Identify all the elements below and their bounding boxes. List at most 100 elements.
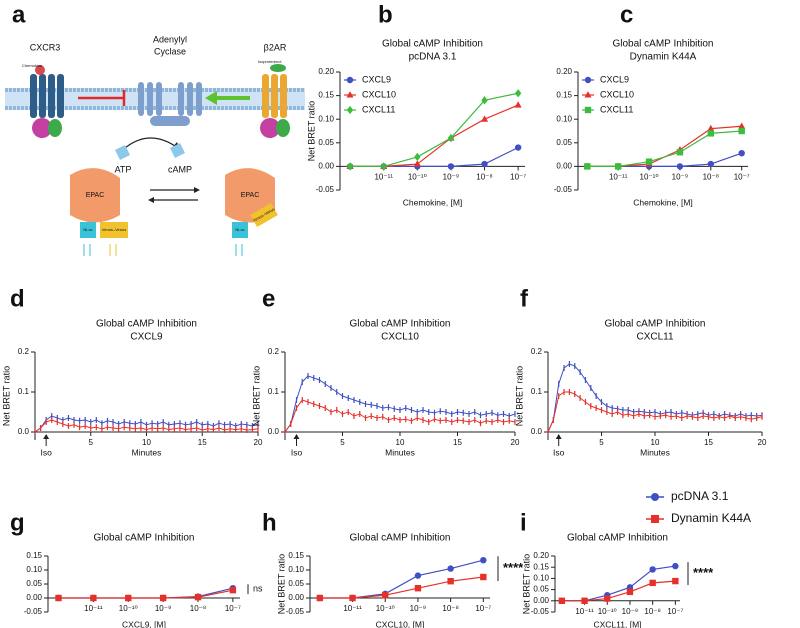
annotation-label: Iso (40, 447, 52, 457)
chart-subtitle: CXCL11 (636, 332, 673, 343)
x-tick-label: 10⁻⁹ (410, 604, 427, 613)
series-line (58, 587, 234, 599)
marker (414, 572, 422, 579)
label: β2AR (264, 42, 287, 52)
annotation-label: Iso (291, 447, 303, 457)
cxcr3-receptor (30, 74, 64, 118)
equilibrium-arrowhead (148, 197, 154, 203)
emission (83, 244, 243, 256)
y-tick-label: 0.05 (533, 585, 549, 594)
marker (581, 597, 588, 604)
membrane (5, 88, 305, 110)
marker (672, 577, 679, 585)
label: NLuc (83, 227, 92, 232)
conversion-arrow (124, 137, 179, 149)
marker (447, 565, 454, 572)
marker (159, 594, 167, 602)
x-tick-label: 10 (396, 438, 405, 447)
panel-label: d (10, 285, 25, 312)
marker (707, 124, 715, 132)
legend-label: CXCL9 (362, 74, 391, 84)
b2ar-receptor (262, 74, 287, 118)
y-tick-label: 0.00 (533, 596, 549, 605)
marker (346, 162, 354, 171)
marker (382, 592, 389, 599)
marker (649, 566, 656, 573)
annotation-arrowhead (293, 434, 300, 439)
label: EPAC (241, 192, 260, 199)
marker (414, 585, 422, 592)
series-line (319, 559, 484, 599)
chart-subtitle: pcDNA 3.1 (409, 52, 457, 63)
y-tick-label: 0.05 (288, 579, 304, 588)
isoproterenol-ligand (270, 64, 286, 72)
x-tick-label: 10 (142, 438, 151, 447)
g-protein (260, 118, 280, 138)
marker (649, 579, 656, 587)
label: CXCR3 (30, 42, 61, 52)
chart-subtitle: CXCL10 (381, 332, 419, 343)
y-tick-label: 0.15 (533, 562, 549, 571)
marker (481, 160, 488, 168)
g-protein (48, 119, 62, 137)
y-tick-label: 0.15 (288, 551, 304, 560)
legend-marker (346, 91, 354, 98)
marker (194, 593, 202, 601)
nluc (232, 222, 248, 238)
venus (250, 202, 278, 228)
x-tick-label: 10⁻⁸ (190, 604, 207, 613)
label: NLuc (235, 227, 244, 232)
legend-label: CXCL9 (600, 74, 629, 84)
g-protein (32, 118, 52, 138)
marker (645, 158, 653, 165)
atp-molecule (115, 145, 130, 160)
label: Adenylyl (153, 34, 187, 44)
legend-label: CXCL11 (362, 104, 395, 114)
y-tick-label: 0.0 (268, 427, 280, 436)
legend-marker (651, 493, 659, 501)
chart-title: Global cAMP Inhibition (613, 39, 714, 50)
y-tick-label: 0.1 (18, 387, 30, 396)
y-tick-label: 0.00 (288, 593, 304, 602)
y-tick-label: 0.15 (318, 91, 334, 100)
marker (738, 149, 745, 157)
chart-title: Global cAMP Inhibition (96, 319, 197, 330)
y-tick-label: 0.05 (318, 138, 334, 147)
y-tick-label: 0.15 (556, 91, 572, 100)
marker (414, 152, 421, 162)
marker (481, 115, 489, 122)
chart-title: Global cAMP Inhibition (605, 319, 706, 330)
y-tick-label: 0.2 (531, 347, 543, 356)
x-tick-label: 10⁻¹¹ (84, 604, 103, 613)
marker (316, 594, 324, 602)
x-tick-label: 10⁻¹¹ (575, 607, 594, 616)
x-tick-label: 15 (453, 438, 462, 447)
adenylyl-cyclase (138, 82, 202, 126)
y-tick-label: 0.05 (26, 579, 42, 588)
y-axis-label: Net BRET ratio (276, 554, 286, 614)
panel-label: a (12, 1, 26, 28)
x-tick-label: 15 (704, 438, 713, 447)
x-axis-label: CXCL9, [M] (122, 619, 166, 628)
legend-marker (584, 106, 592, 114)
label: Venus–Venus (102, 227, 126, 232)
chemokine-ligand (35, 65, 45, 75)
x-tick-label: 10⁻¹⁰ (376, 604, 395, 613)
x-tick-label: 10⁻⁷ (225, 604, 241, 613)
x-tick-label: 5 (340, 438, 345, 447)
x-tick-label: 10⁻⁹ (622, 607, 639, 616)
x-axis-label: Chemokine, [M] (403, 197, 463, 207)
x-tick-label: 10⁻⁸ (703, 173, 720, 182)
y-tick-label: 0.20 (556, 67, 572, 76)
marker (738, 122, 746, 129)
y-tick-label: -0.05 (531, 607, 550, 616)
x-tick-label: 5 (89, 438, 94, 447)
y-tick-label: 0.10 (318, 114, 334, 123)
y-tick-label: 0.0 (18, 427, 30, 436)
x-tick-label: 10⁻¹¹ (343, 604, 362, 613)
y-axis-label: Net BRET ratio (251, 366, 261, 426)
y-tick-label: -0.05 (554, 185, 573, 194)
marker (584, 163, 591, 170)
x-axis-label: Minutes (385, 447, 415, 457)
legend-label: Dynamin K44A (671, 511, 751, 525)
